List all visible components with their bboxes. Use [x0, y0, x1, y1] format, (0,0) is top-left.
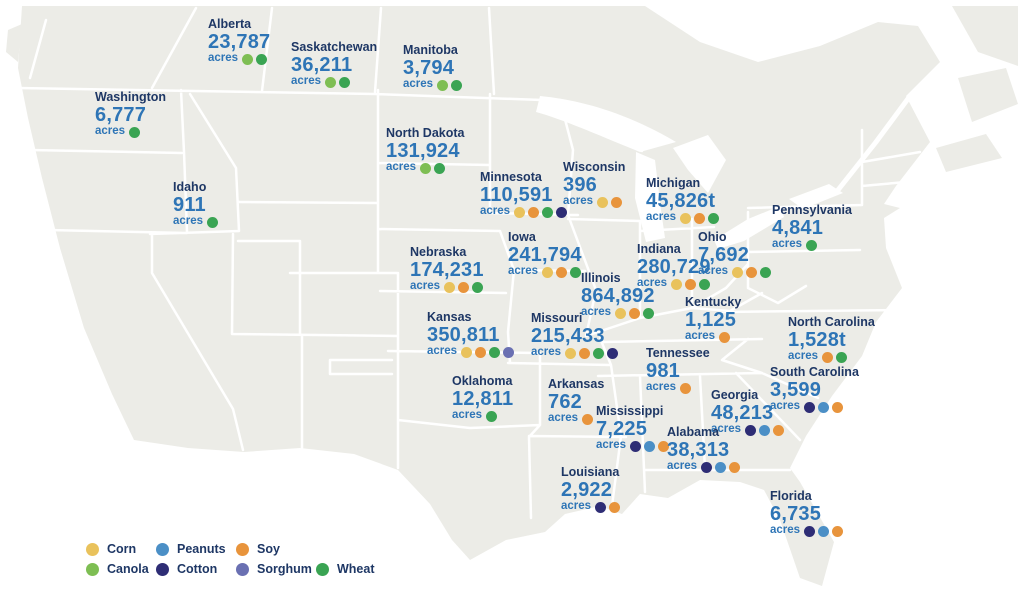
state-borders [16, 6, 922, 520]
maritime-shape-3 [936, 134, 1002, 172]
maritime-shape-2 [958, 68, 1018, 122]
lake-superior [536, 96, 676, 152]
island-shape [6, 24, 22, 62]
lake-huron [673, 135, 726, 193]
st-lawrence-river [835, 93, 913, 193]
landmass [18, 6, 940, 586]
lake-ontario [789, 184, 843, 209]
lake-michigan [635, 152, 665, 242]
maritime-shape-1 [952, 6, 1018, 66]
